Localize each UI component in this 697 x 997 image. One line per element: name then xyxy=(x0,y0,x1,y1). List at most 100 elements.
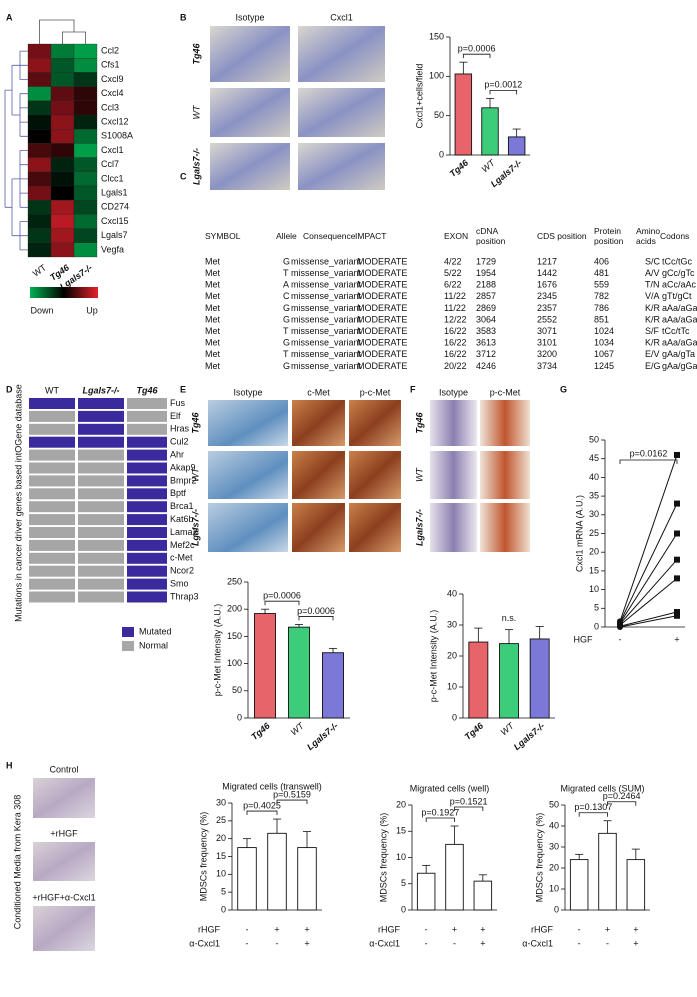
micrograph xyxy=(33,778,95,818)
table-cell: 4246 xyxy=(476,361,496,371)
table-cell: 1034 xyxy=(594,338,614,348)
table-cell: 20/22 xyxy=(444,361,467,371)
condition-sign: - xyxy=(606,938,609,948)
y-tick-label: 10 xyxy=(549,883,559,893)
y-tick-label: 200 xyxy=(227,604,242,614)
bar xyxy=(254,613,276,719)
axis-label: MDSCs frequency (%) xyxy=(534,813,544,903)
x-tick-label: WT xyxy=(289,720,307,738)
matrix-cell xyxy=(78,488,124,500)
point xyxy=(674,500,680,507)
y-tick-label: 15 xyxy=(589,565,599,575)
y-tick-label: 25 xyxy=(216,815,226,825)
x-tick-label: Tg46 xyxy=(463,720,486,742)
image-column-label: p-c-Met xyxy=(360,387,391,397)
image-row-label: Tg46 xyxy=(414,412,424,434)
heatmap-cell xyxy=(73,242,98,258)
condition-sign: + xyxy=(633,924,638,934)
table-cell: aAa/aGa xyxy=(662,338,697,348)
table-cell: T/N xyxy=(645,280,660,290)
heatmap-cell xyxy=(73,157,98,172)
bar xyxy=(416,872,436,911)
x-tick-label: + xyxy=(674,634,679,644)
gene-label: Cul2 xyxy=(170,437,189,447)
annotation: p=0.5159 xyxy=(273,789,311,799)
gene-label: Cfs1 xyxy=(101,60,120,70)
table-cell: Met xyxy=(205,280,221,290)
y-tick-label: 35 xyxy=(589,490,599,500)
table-cell: Met xyxy=(205,291,221,301)
table-cell: tCc/tGc xyxy=(662,256,693,266)
table-cell: T xyxy=(283,349,289,359)
panel-label: D xyxy=(6,384,13,394)
condition-sign: - xyxy=(425,938,428,948)
table-cell: missense_variant xyxy=(291,349,362,359)
condition-label: rHGF xyxy=(378,924,400,934)
y-tick-label: 20 xyxy=(216,833,226,843)
matrix-cell xyxy=(78,578,124,590)
table-cell: MODERATE xyxy=(357,280,407,290)
table-cell: missense_variant xyxy=(291,338,362,348)
pair-line xyxy=(619,577,678,626)
panel-label: F xyxy=(410,384,416,394)
table-cell: 782 xyxy=(594,291,609,301)
table-cell: missense_variant xyxy=(291,314,362,324)
heatmap-cell xyxy=(73,72,98,87)
heatmap-cell xyxy=(50,72,75,87)
table-cell: G xyxy=(283,338,290,348)
axis-label: p-c-Met Intensity (A.U.) xyxy=(428,610,438,703)
significance-bracket xyxy=(454,806,484,811)
panel-label: C xyxy=(180,171,187,181)
pair-line xyxy=(619,503,678,623)
table-cell: 3064 xyxy=(476,314,496,324)
y-tick-label: 20 xyxy=(589,547,599,557)
chart-title: Migrated cells (well) xyxy=(410,783,490,793)
condition-label: α-Cxcl1 xyxy=(369,938,400,948)
micrograph xyxy=(210,26,290,82)
axis-label: MDSCs frequency (%) xyxy=(378,813,388,903)
y-tick-label: 50 xyxy=(232,685,242,695)
matrix-cell xyxy=(78,552,124,564)
table-cell: 1217 xyxy=(537,256,557,266)
axis-label: Mutations in cancer driver genes based i… xyxy=(13,384,23,622)
gene-label: Fus xyxy=(170,398,186,408)
matrix-cell xyxy=(78,539,124,551)
bar xyxy=(507,136,526,156)
matrix-cell xyxy=(29,488,75,500)
table-cell: 3200 xyxy=(537,349,557,359)
condition-sign: + xyxy=(633,938,638,948)
micrograph xyxy=(292,400,345,446)
table-cell: A xyxy=(283,280,289,290)
condition-sign: - xyxy=(578,924,581,934)
matrix-cell xyxy=(127,449,167,461)
bar xyxy=(322,652,344,719)
table-cell: aAa/aGa xyxy=(662,303,697,313)
micrograph xyxy=(210,88,290,137)
matrix-cell xyxy=(78,527,124,538)
y-tick-label: 0 xyxy=(594,621,599,631)
y-tick-label: 150 xyxy=(227,631,242,641)
table-cell: aCc/aAc xyxy=(662,280,697,290)
y-tick-label: 0 xyxy=(221,904,226,914)
table-cell: 2552 xyxy=(537,314,557,324)
table-cell: Met xyxy=(205,314,221,324)
y-tick-label: 50 xyxy=(589,434,599,444)
y-tick-label: 20 xyxy=(447,650,457,660)
table-cell: 1245 xyxy=(594,361,614,371)
gene-label: Bptf xyxy=(170,488,187,498)
matrix-cell xyxy=(78,591,124,603)
table-cell: 2869 xyxy=(476,303,496,313)
y-tick-label: 30 xyxy=(549,841,559,851)
matrix-cell xyxy=(78,514,124,526)
gene-label: Cxcl12 xyxy=(101,116,129,126)
image-row-label: Tg46 xyxy=(191,43,201,65)
heatmap-cell xyxy=(50,171,75,187)
heatmap-cell xyxy=(27,228,52,243)
table-cell: Met xyxy=(205,361,221,371)
matrix-cell xyxy=(127,514,167,526)
y-tick-label: 5 xyxy=(594,603,599,613)
condition-label: α-Cxcl1 xyxy=(189,938,220,948)
matrix-cell xyxy=(29,565,75,577)
bar xyxy=(598,832,617,911)
table-cell: Met xyxy=(205,338,221,348)
